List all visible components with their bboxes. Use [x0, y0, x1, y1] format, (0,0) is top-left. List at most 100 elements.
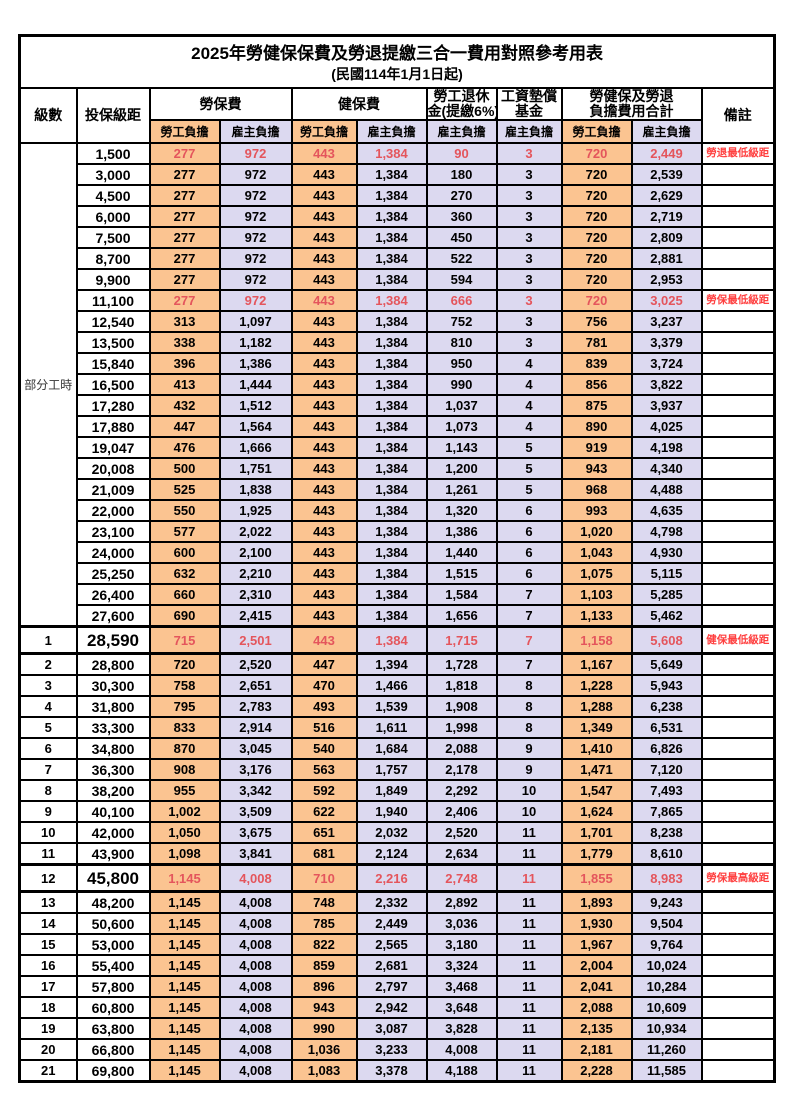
- cell-health-employer: 1,940: [355, 800, 428, 824]
- table-row: 部分工時 1,500 277 972 443 1,384 90 3 720 2,449 勞退最低級距: [18, 142, 776, 628]
- cell-wage-fund-employer: 11: [495, 1059, 563, 1083]
- cell-health-employee: 443: [290, 163, 358, 187]
- table-row: 17,880 447 1,564 443 1,384 1,073 4 890 4,025: [20, 415, 776, 439]
- cell-labor-employee: 500: [148, 457, 221, 481]
- cell-total-employee: 720: [560, 289, 633, 313]
- cell-labor-employee: 1,145: [148, 954, 221, 978]
- cell-labor-employee: 1,002: [148, 800, 221, 824]
- cell-labor-employee: 600: [148, 541, 221, 565]
- cell-total-employer: 3,724: [630, 352, 703, 376]
- table-row: 20 66,800 1,145 4,008 1,036 3,233 4,008 11 2,181…: [18, 1038, 776, 1062]
- header-group-row: 級數 投保級距 勞保費 健保費 勞工退休 金(提繳6%) 工資墊償 基金 勞健保及勞…: [18, 86, 776, 145]
- table-row: 7 36,300 908 3,176 563 1,757 2,178 9 1,471 7,120: [18, 758, 776, 782]
- cell-labor-employer: 1,751: [218, 457, 293, 481]
- cell-level: 6: [18, 737, 78, 761]
- cell-health-employee: 785: [290, 912, 358, 936]
- cell-total-employer: 4,798: [630, 520, 703, 544]
- cell-level: 11: [18, 842, 78, 866]
- cell-insured-bracket: 21,009: [75, 478, 151, 502]
- cell-health-employee: 443: [290, 604, 358, 628]
- cell-remark: [700, 716, 776, 740]
- cell-health-employer: 1,384: [355, 625, 428, 656]
- cell-total-employee: 2,135: [560, 1017, 633, 1041]
- cell-labor-employee: 277: [148, 226, 221, 250]
- subheader-health-employee: 勞工負擔: [290, 119, 358, 145]
- cell-labor-employee: 1,145: [148, 912, 221, 936]
- cell-labor-employee: 277: [148, 163, 221, 187]
- cell-pension-employer: 90: [425, 142, 498, 166]
- table-row: 26,400 660 2,310 443 1,384 1,584 7 1,103 5,285: [20, 583, 776, 607]
- cell-labor-employee: 908: [148, 758, 221, 782]
- cell-insured-bracket: 50,600: [75, 912, 151, 936]
- cell-labor-employee: 1,145: [148, 1059, 221, 1083]
- cell-insured-bracket: 31,800: [75, 695, 151, 719]
- cell-level: 5: [18, 716, 78, 740]
- cell-level: 7: [18, 758, 78, 782]
- cell-remark: [700, 954, 776, 978]
- cell-total-employer: 10,934: [630, 1017, 703, 1041]
- cell-health-employer: 1,384: [355, 562, 428, 586]
- cell-labor-employer: 2,100: [218, 541, 293, 565]
- table-row: 17 57,800 1,145 4,008 896 2,797 3,468 11 2,041 10…: [18, 975, 776, 999]
- cell-level: 13: [18, 890, 78, 915]
- cell-insured-bracket: 13,500: [75, 331, 151, 355]
- cell-health-employee: 592: [290, 779, 358, 803]
- wage-fund-header-line1: 工資墊償: [501, 88, 557, 104]
- cell-total-employer: 2,629: [630, 184, 703, 208]
- cell-health-employee: 1,036: [290, 1038, 358, 1062]
- cell-labor-employee: 550: [148, 499, 221, 523]
- cell-health-employer: 1,384: [355, 373, 428, 397]
- table-row: 21,009 525 1,838 443 1,384 1,261 5 968 4,488: [20, 478, 776, 502]
- cell-pension-employer: 1,908: [425, 695, 498, 719]
- table-row: 14 50,600 1,145 4,008 785 2,449 3,036 11 1,930 9,…: [18, 912, 776, 936]
- cell-level: 16: [18, 954, 78, 978]
- table-row: 11,100 277 972 443 1,384 666 3 720 3,025 勞保最低級距: [20, 289, 776, 313]
- cell-level: 21: [18, 1059, 78, 1083]
- cell-labor-employee: 277: [148, 142, 221, 166]
- cell-health-employee: 443: [290, 205, 358, 229]
- cell-pension-employer: 4,008: [425, 1038, 498, 1062]
- cell-wage-fund-employer: 9: [495, 737, 563, 761]
- cell-insured-bracket: 4,500: [75, 184, 151, 208]
- cell-insured-bracket: 43,900: [75, 842, 151, 866]
- cell-total-employer: 3,379: [630, 331, 703, 355]
- cell-labor-employee: 720: [148, 652, 221, 677]
- cell-remark: [700, 1038, 776, 1062]
- cell-total-employee: 2,041: [560, 975, 633, 999]
- cell-total-employee: 839: [560, 352, 633, 376]
- cell-labor-employer: 2,783: [218, 695, 293, 719]
- cell-labor-employer: 3,509: [218, 800, 293, 824]
- cell-insured-bracket: 9,900: [75, 268, 151, 292]
- cell-labor-employee: 338: [148, 331, 221, 355]
- cell-health-employee: 443: [290, 247, 358, 271]
- cell-health-employer: 1,384: [355, 226, 428, 250]
- cell-wage-fund-employer: 3: [495, 331, 563, 355]
- cell-health-employer: 1,384: [355, 541, 428, 565]
- cell-remark: [700, 499, 776, 523]
- page-subtitle: (民國114年1月1日起): [331, 65, 463, 82]
- cell-total-employee: 720: [560, 163, 633, 187]
- cell-total-employee: 2,228: [560, 1059, 633, 1083]
- cell-insured-bracket: 26,400: [75, 583, 151, 607]
- table-row: 8,700 277 972 443 1,384 522 3 720 2,881: [20, 247, 776, 271]
- cell-wage-fund-employer: 8: [495, 716, 563, 740]
- cell-insured-bracket: 16,500: [75, 373, 151, 397]
- cell-total-employee: 1,471: [560, 758, 633, 782]
- title-cell: 2025年勞健保保費及勞退提繳三合一費用對照參考用表 (民國114年1月1日起): [18, 34, 776, 89]
- cell-remark: [700, 800, 776, 824]
- cell-labor-employer: 972: [218, 205, 293, 229]
- cell-wage-fund-employer: 7: [495, 652, 563, 677]
- cell-labor-employee: 277: [148, 247, 221, 271]
- cell-labor-employee: 632: [148, 562, 221, 586]
- cell-total-employee: 1,893: [560, 890, 633, 915]
- cell-health-employee: 470: [290, 674, 358, 698]
- table-row: 19 63,800 1,145 4,008 990 3,087 3,828 11 2,135 10…: [18, 1017, 776, 1041]
- cell-labor-employee: 277: [148, 184, 221, 208]
- cell-total-employee: 1,547: [560, 779, 633, 803]
- cell-total-employer: 3,025: [630, 289, 703, 313]
- cell-pension-employer: 1,143: [425, 436, 498, 460]
- cell-health-employee: 443: [290, 310, 358, 334]
- cell-health-employer: 1,384: [355, 142, 428, 166]
- cell-pension-employer: 752: [425, 310, 498, 334]
- subheader-total-employee: 勞工負擔: [560, 119, 633, 145]
